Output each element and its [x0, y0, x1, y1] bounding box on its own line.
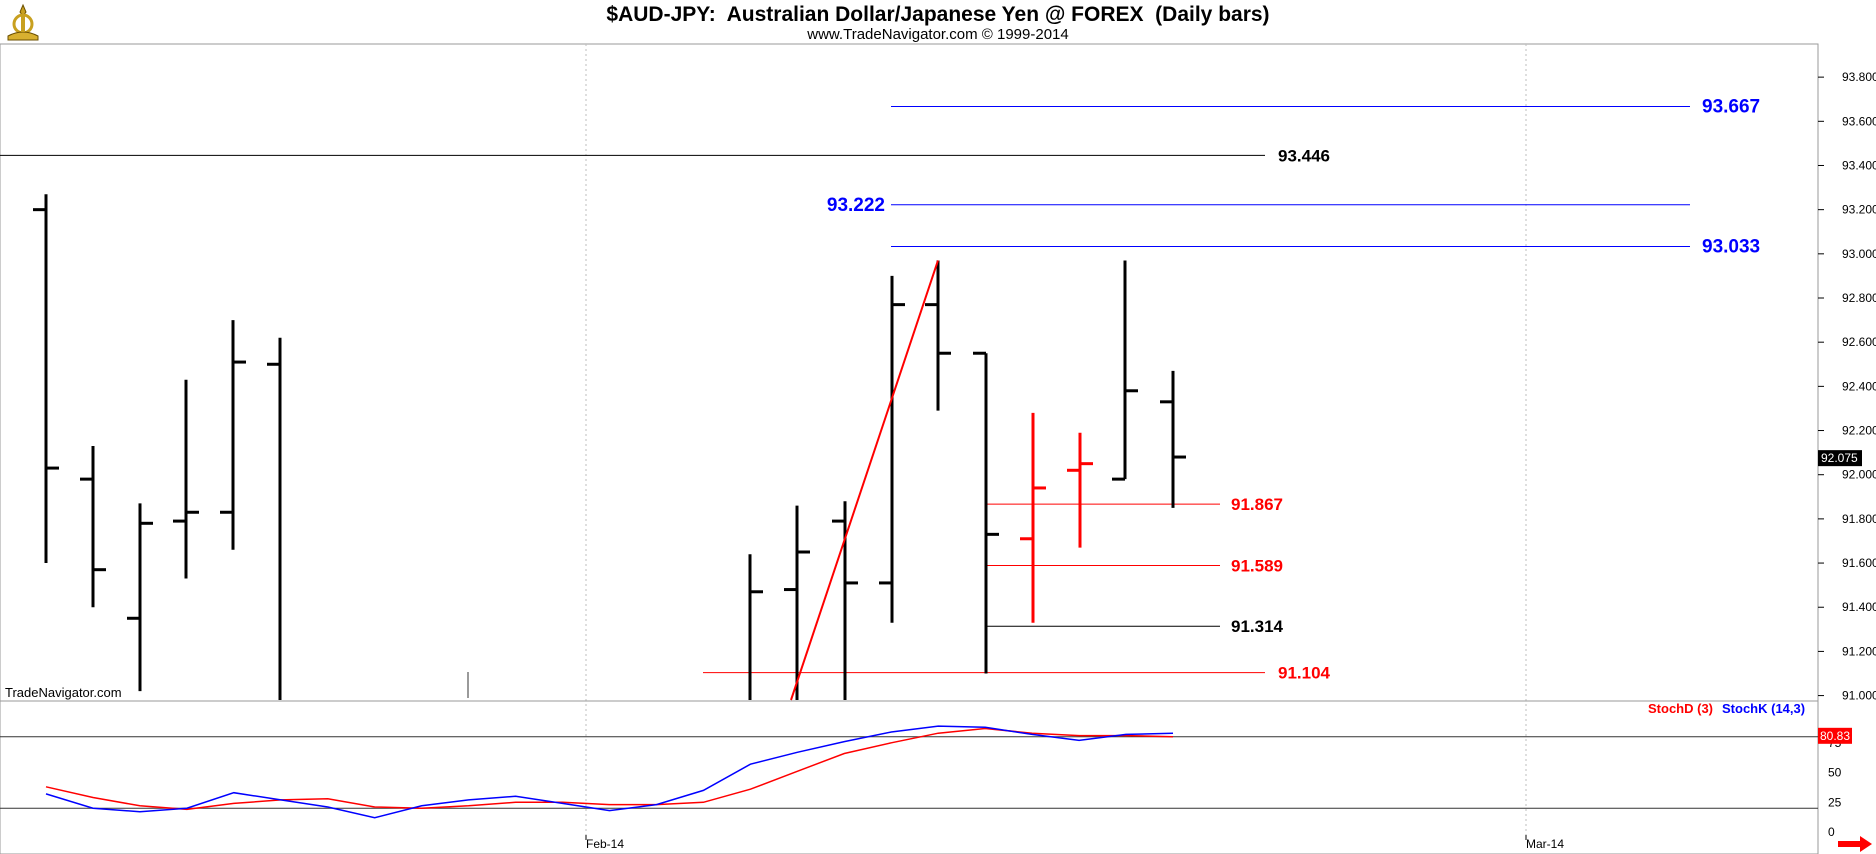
price-tick-label: 92.600 [1842, 335, 1876, 349]
stoch-tick-label: 25 [1828, 795, 1842, 809]
stoch-last-value: 80.83 [1820, 729, 1850, 743]
level-label: 91.589 [1231, 556, 1283, 575]
stoch-series-line [45, 725, 1174, 819]
price-tick-label: 93.000 [1842, 247, 1876, 261]
fib-levels: 93.667 93.446 93.222 93.033 91.867 91.589 91.3… [0, 97, 1760, 683]
level-label: 93.667 [1702, 97, 1760, 118]
level-label: 93.033 [1702, 237, 1760, 258]
stoch-tick-label: 0 [1828, 825, 1835, 839]
scroll-right-arrow-icon[interactable] [1838, 836, 1872, 852]
watermark-text: TradeNavigator.com [5, 685, 122, 700]
price-tick-label: 91.600 [1842, 556, 1876, 570]
price-tick-label: 91.400 [1842, 600, 1876, 614]
stochastic-panel [45, 725, 1174, 819]
price-bars [33, 194, 1186, 700]
stoch-tick-label: 50 [1828, 766, 1842, 780]
stochastic-legend: StochD (3) StochK (14,3) [1648, 701, 1805, 716]
price-tick-label: 92.200 [1842, 424, 1876, 438]
chart-subtitle: www.TradeNavigator.com © 1999-2014 [807, 26, 1069, 43]
price-tick-label: 92.800 [1842, 291, 1876, 305]
last-price-box [1818, 450, 1862, 467]
level-label: 91.314 [1231, 617, 1284, 636]
legend-label: StochD (3) [1648, 701, 1713, 716]
last-price-label: 92.075 [1821, 451, 1858, 465]
stoch-series-line [45, 727, 1174, 811]
stochastic-axis: 755025080.83 [0, 727, 1852, 839]
chart-title: $AUD-JPY: Australian Dollar/Japanese Yen… [606, 3, 1270, 26]
legend-label: StochK (14,3) [1722, 701, 1805, 716]
date-axis: Feb-14 Mar-14 [585, 835, 1564, 851]
trend-line [790, 260, 939, 701]
price-tick-label: 93.800 [1842, 70, 1876, 84]
level-label: 93.446 [1278, 146, 1330, 165]
level-label: 91.104 [1278, 664, 1331, 683]
price-tick-label: 92.000 [1842, 468, 1876, 482]
price-axis: 93.800 93.600 93.400 93.200 93.000 92.800 92.6… [1818, 70, 1876, 703]
trade-navigator-logo-icon[interactable] [2, 2, 44, 44]
level-label: 91.867 [1231, 495, 1283, 514]
date-tick-label: Feb-14 [586, 837, 624, 851]
price-tick-label: 93.600 [1842, 114, 1876, 128]
level-label: 93.222 [827, 195, 885, 216]
price-tick-label: 91.800 [1842, 512, 1876, 526]
trend-line-segment [790, 260, 939, 701]
price-tick-label: 92.400 [1842, 379, 1876, 393]
chart-header: $AUD-JPY: Australian Dollar/Japanese Yen… [0, 0, 1876, 44]
price-tick-label: 93.400 [1842, 158, 1876, 172]
price-tick-label: 91.000 [1842, 689, 1876, 703]
date-tick-label: Mar-14 [1526, 837, 1564, 851]
price-tick-label: 91.200 [1842, 644, 1876, 658]
price-tick-label: 93.200 [1842, 203, 1876, 217]
stoch-last-value-box [1818, 727, 1852, 744]
